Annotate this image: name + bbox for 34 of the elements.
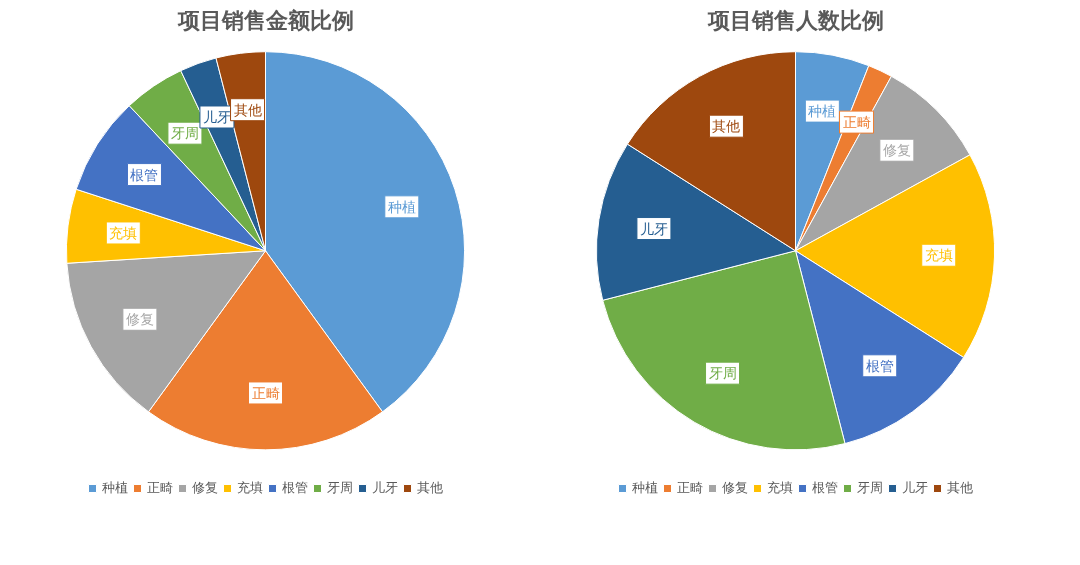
slice-label: 充填 <box>924 247 953 264</box>
slice-label: 牙周 <box>708 365 737 382</box>
legend-label: 根管 <box>812 479 838 497</box>
legend-label: 修复 <box>192 479 218 497</box>
slice-label: 修复 <box>125 311 154 328</box>
legend-label: 修复 <box>722 479 748 497</box>
legend-label: 儿牙 <box>372 479 398 497</box>
legend-label: 牙周 <box>327 479 353 497</box>
legend-label: 牙周 <box>857 479 883 497</box>
legend-label: 根管 <box>282 479 308 497</box>
legend-label: 正畸 <box>147 479 173 497</box>
slice-label: 牙周 <box>170 125 199 142</box>
slice-label: 其他 <box>233 101 262 118</box>
slice-label: 儿牙 <box>202 109 231 125</box>
chart-title: 项目销售人数比例 <box>706 7 884 33</box>
legend-label: 其他 <box>417 479 443 497</box>
slice-label: 正畸 <box>251 384 280 401</box>
slice-label: 儿牙 <box>639 220 668 237</box>
legend-label: 正畸 <box>677 479 703 497</box>
legend-label: 充填 <box>237 479 263 497</box>
legend-label: 种植 <box>102 479 128 497</box>
legend-label: 儿牙 <box>902 479 928 497</box>
slice-label: 根管 <box>865 357 894 374</box>
legend-label: 种植 <box>632 479 658 497</box>
slice-label: 种植 <box>808 103 837 120</box>
slice-label: 其他 <box>712 118 741 135</box>
slice-label: 充填 <box>109 224 138 241</box>
slice-label: 根管 <box>130 166 159 183</box>
legend-label: 其他 <box>947 479 973 497</box>
chart-title: 项目销售金额比例 <box>176 7 354 33</box>
slice-label: 正畸 <box>842 114 871 131</box>
legend-label: 充填 <box>767 479 793 497</box>
slice-label: 修复 <box>882 142 911 159</box>
slice-label: 种植 <box>387 198 416 215</box>
